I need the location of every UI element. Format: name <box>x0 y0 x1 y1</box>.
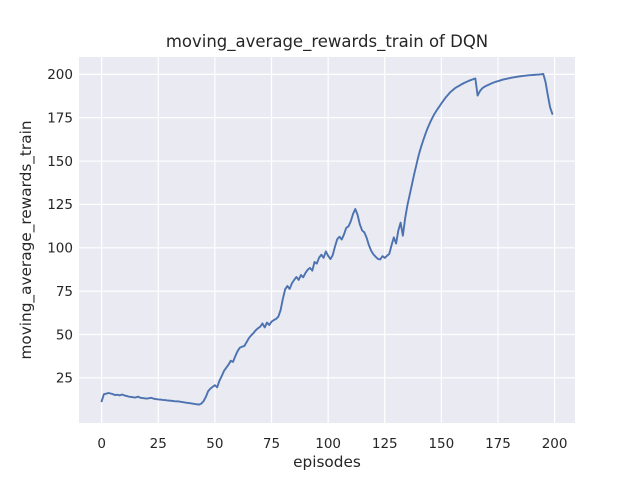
x-axis-label: episodes <box>293 453 361 471</box>
x-tick-label: 150 <box>428 436 454 452</box>
y-tick-label: 50 <box>56 327 73 343</box>
x-tick-labels: 0 25 50 75 100 125 150 175 200 <box>97 436 567 452</box>
y-tick-label: 100 <box>47 241 73 257</box>
y-tick-label: 150 <box>47 154 73 170</box>
y-tick-labels: 25 50 75 100 125 150 175 200 <box>47 67 73 387</box>
reward-line-series <box>100 73 554 406</box>
x-tick-label: 75 <box>263 436 280 452</box>
x-tick-label: 100 <box>315 436 341 452</box>
x-tick-label: 175 <box>485 436 511 452</box>
x-tick-label: 200 <box>542 436 568 452</box>
x-tick-label: 25 <box>150 436 167 452</box>
chart-title: moving_average_rewards_train of DQN <box>166 32 488 52</box>
grid <box>79 57 575 423</box>
y-tick-label: 75 <box>56 284 73 300</box>
y-tick-label: 200 <box>47 67 73 83</box>
y-axis-label: moving_average_rewards_train <box>17 120 36 359</box>
plot-background <box>79 57 575 423</box>
y-tick-label: 175 <box>47 111 73 127</box>
y-tick-label: 25 <box>56 371 73 387</box>
y-tick-label: 125 <box>47 197 73 213</box>
x-tick-label: 125 <box>372 436 398 452</box>
x-tick-label: 50 <box>206 436 223 452</box>
x-tick-label: 0 <box>97 436 106 452</box>
